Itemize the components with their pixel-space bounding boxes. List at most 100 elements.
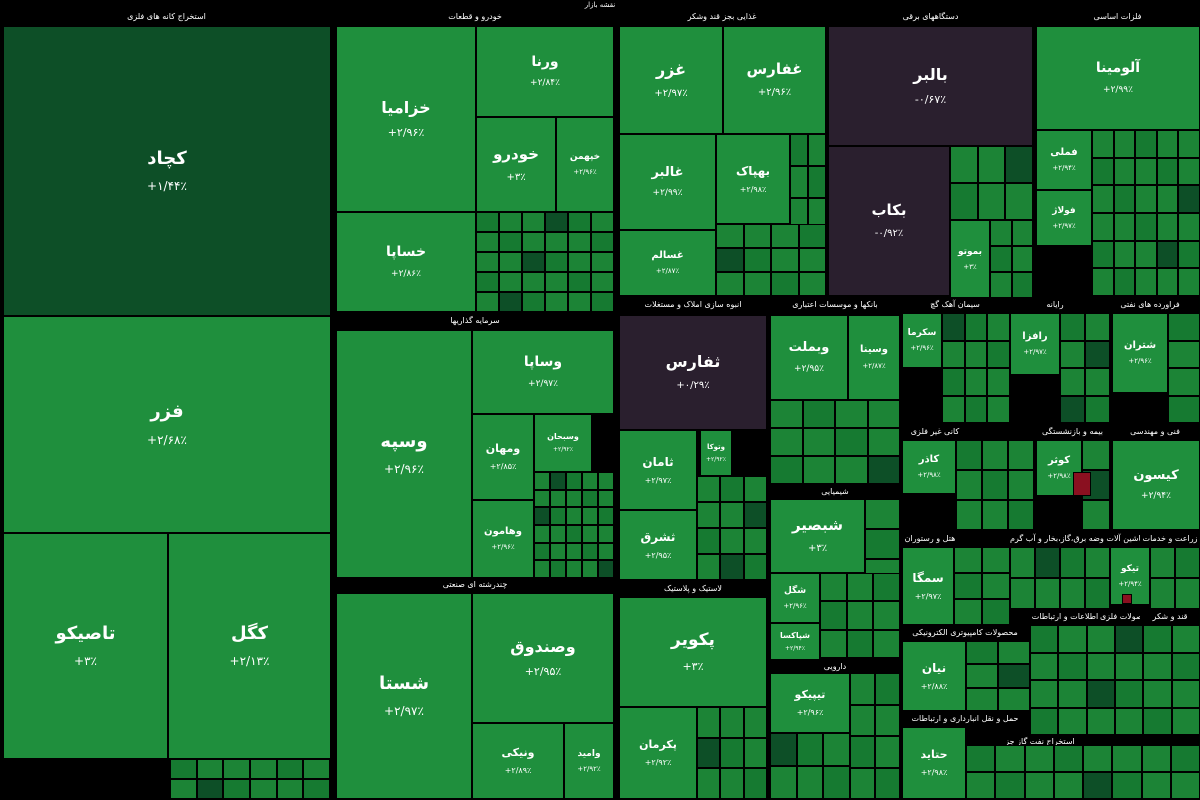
small-stock-tile[interactable]: [875, 673, 900, 705]
small-stock-tile[interactable]: [697, 554, 721, 580]
small-stock-tile[interactable]: [820, 573, 847, 602]
small-stock-tile[interactable]: [499, 232, 522, 252]
small-stock-tile[interactable]: [720, 737, 744, 769]
small-stock-tile[interactable]: [1085, 578, 1110, 609]
small-stock-tile[interactable]: [956, 500, 982, 530]
small-stock-tile[interactable]: [550, 560, 566, 578]
small-stock-tile[interactable]: [582, 472, 598, 490]
small-stock-tile[interactable]: [534, 560, 550, 578]
stock-tile[interactable]: غالبر +۲/۹۹٪: [619, 134, 716, 230]
small-stock-tile[interactable]: [545, 252, 568, 272]
small-stock-tile[interactable]: [1168, 368, 1200, 396]
stock-tile[interactable]: وصندوق +۲/۹۵٪: [472, 593, 614, 723]
small-stock-tile[interactable]: [1011, 220, 1033, 246]
small-stock-tile[interactable]: [720, 707, 744, 738]
stock-tile[interactable]: کگل +۲/۱۳٪: [168, 533, 331, 759]
small-stock-tile[interactable]: [771, 248, 799, 272]
small-stock-tile[interactable]: [1113, 157, 1136, 186]
small-stock-tile[interactable]: [1112, 772, 1142, 799]
small-stock-tile[interactable]: [534, 542, 550, 561]
stock-tile[interactable]: خپهمن +۲/۹۶٪: [556, 117, 614, 212]
small-stock-tile[interactable]: [1178, 130, 1200, 158]
small-stock-tile[interactable]: [1113, 213, 1136, 241]
small-stock-tile[interactable]: [1092, 240, 1114, 269]
small-stock-tile[interactable]: [743, 272, 771, 296]
small-stock-tile[interactable]: [568, 232, 591, 252]
stock-tile[interactable]: تیپیکو +۲/۹۶٪: [770, 673, 850, 733]
small-stock-tile[interactable]: [873, 573, 900, 602]
small-stock-tile[interactable]: [835, 456, 868, 484]
small-stock-tile[interactable]: [770, 400, 803, 428]
small-stock-tile[interactable]: [850, 673, 875, 705]
small-stock-tile[interactable]: [770, 428, 803, 456]
small-stock-tile[interactable]: [982, 573, 1010, 599]
small-stock-tile[interactable]: [743, 768, 767, 799]
small-stock-tile[interactable]: [499, 292, 522, 312]
small-stock-tile-negative[interactable]: [1073, 472, 1091, 496]
small-stock-tile[interactable]: [1092, 157, 1114, 186]
small-stock-tile[interactable]: [534, 489, 550, 508]
small-stock-tile[interactable]: [987, 340, 1010, 368]
small-stock-tile[interactable]: [1150, 547, 1175, 578]
small-stock-tile[interactable]: [802, 400, 835, 428]
small-stock-tile[interactable]: [196, 759, 224, 779]
small-stock-tile[interactable]: [170, 759, 197, 779]
stock-tile[interactable]: وسبحان +۲/۹۲٪: [534, 414, 592, 472]
small-stock-tile[interactable]: [476, 272, 499, 292]
small-stock-tile[interactable]: [802, 456, 835, 484]
small-stock-tile[interactable]: [808, 134, 826, 166]
small-stock-tile-negative[interactable]: [1122, 594, 1132, 604]
small-stock-tile[interactable]: [1143, 625, 1172, 653]
small-stock-tile[interactable]: [1058, 625, 1087, 653]
stock-tile[interactable]: وسینا +۲/۸۷٪: [848, 315, 900, 400]
small-stock-tile[interactable]: [846, 629, 874, 658]
stock-tile[interactable]: پکرمان +۲/۹۲٪: [619, 707, 697, 799]
small-stock-tile[interactable]: [582, 489, 598, 508]
small-stock-tile[interactable]: [534, 472, 550, 490]
small-stock-tile[interactable]: [966, 664, 998, 688]
small-stock-tile[interactable]: [1115, 707, 1144, 735]
small-stock-tile[interactable]: [550, 472, 566, 490]
small-stock-tile[interactable]: [303, 779, 330, 799]
small-stock-tile[interactable]: [276, 759, 304, 779]
small-stock-tile[interactable]: [566, 507, 582, 525]
small-stock-tile[interactable]: [964, 368, 988, 396]
stock-tile[interactable]: ونیکی +۲/۸۹٪: [472, 723, 564, 799]
small-stock-tile[interactable]: [998, 687, 1030, 711]
small-stock-tile[interactable]: [990, 220, 1012, 246]
small-stock-tile[interactable]: [954, 547, 982, 573]
small-stock-tile[interactable]: [950, 146, 978, 183]
small-stock-tile[interactable]: [1030, 707, 1059, 735]
small-stock-tile[interactable]: [1171, 680, 1200, 708]
small-stock-tile[interactable]: [697, 707, 721, 738]
small-stock-tile[interactable]: [720, 502, 744, 528]
small-stock-tile[interactable]: [743, 737, 767, 769]
small-stock-tile[interactable]: [1060, 578, 1085, 609]
small-stock-tile[interactable]: [1035, 547, 1060, 578]
stock-tile[interactable]: ثفارس +۰/۲۹٪: [619, 315, 767, 430]
small-stock-tile[interactable]: [1060, 340, 1085, 368]
small-stock-tile[interactable]: [1178, 213, 1200, 241]
small-stock-tile[interactable]: [1168, 313, 1200, 341]
small-stock-tile[interactable]: [1086, 707, 1115, 735]
small-stock-tile[interactable]: [1135, 157, 1157, 186]
stock-tile[interactable]: سکرما +۲/۹۶٪: [902, 313, 942, 368]
small-stock-tile[interactable]: [1030, 652, 1059, 680]
small-stock-tile[interactable]: [566, 489, 582, 508]
small-stock-tile[interactable]: [770, 766, 797, 799]
small-stock-tile[interactable]: [716, 224, 744, 248]
small-stock-tile[interactable]: [534, 525, 550, 543]
small-stock-tile[interactable]: [835, 428, 868, 456]
small-stock-tile[interactable]: [966, 772, 996, 799]
stock-tile[interactable]: خساپا +۲/۸۶٪: [336, 212, 476, 312]
small-stock-tile[interactable]: [568, 272, 591, 292]
small-stock-tile[interactable]: [982, 500, 1008, 530]
small-stock-tile[interactable]: [998, 641, 1030, 665]
small-stock-tile[interactable]: [982, 440, 1008, 470]
stock-tile[interactable]: غفارس +۲/۹۶٪: [723, 26, 826, 134]
small-stock-tile[interactable]: [867, 400, 900, 428]
small-stock-tile[interactable]: [743, 476, 767, 502]
small-stock-tile[interactable]: [1060, 395, 1085, 423]
small-stock-tile[interactable]: [720, 476, 744, 502]
small-stock-tile[interactable]: [1085, 547, 1110, 578]
